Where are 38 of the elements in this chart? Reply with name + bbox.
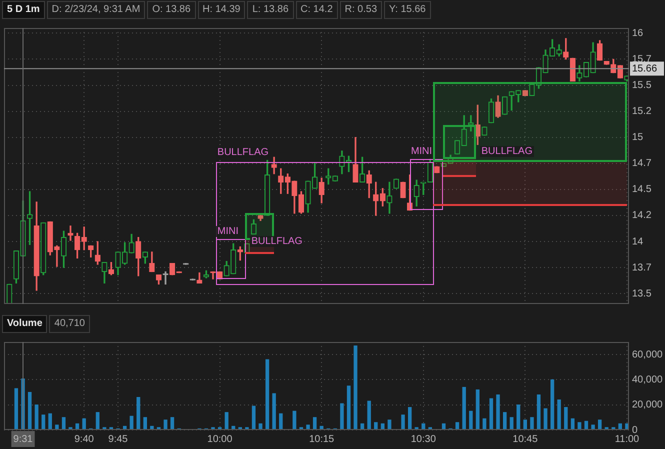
- y-tick-label: 40,000: [632, 374, 664, 386]
- x-tick-label: 9:40: [74, 434, 94, 445]
- text: H: 14.39: [198, 1, 246, 19]
- y-tick-label: 20,000: [632, 400, 664, 411]
- x-tick-label: 11:00: [614, 434, 640, 445]
- text: D: 2/23/24, 9:31 AM: [46, 1, 146, 19]
- y-tick-label: 15.2: [632, 106, 652, 118]
- text: 40,710: [49, 315, 90, 333]
- y-tick-label: 15: [632, 132, 644, 144]
- x-tick-label: 9:45: [108, 434, 128, 445]
- y-tick-label: 60,000: [632, 349, 664, 360]
- x-tick-label: 10:45: [512, 434, 538, 445]
- y-tick-label: 0: [632, 424, 638, 436]
- annotation: MINI: [216, 226, 240, 238]
- x-tick-label: 10:30: [410, 434, 436, 445]
- ref-line-label: 15.66: [632, 63, 658, 74]
- annotation: BULLFLAG: [480, 146, 534, 158]
- y-tick-label: 13.7: [632, 262, 652, 274]
- x-tick-label: 10:00: [207, 434, 233, 445]
- annotation: BULLFLAG: [250, 236, 304, 247]
- y-tick-label: 14: [632, 236, 644, 248]
- text: L: 13.86: [247, 1, 294, 19]
- y-tick-label: 15.5: [632, 80, 652, 92]
- text: C: 14.2: [296, 1, 338, 19]
- text: 5 D 1m: [2, 1, 45, 19]
- annotation: BULLFLAG: [216, 147, 270, 158]
- y-tick-label: 13.5: [632, 288, 652, 300]
- x-tick-label: 9:31: [13, 434, 34, 445]
- text: R: 0.53: [340, 1, 382, 19]
- y-tick-label: 14.2: [632, 210, 652, 222]
- y-tick-label: 14.7: [632, 158, 652, 170]
- text: Y: 15.66: [384, 1, 431, 19]
- y-tick-label: 14.5: [632, 184, 652, 196]
- chart-title: Volume: [2, 315, 48, 333]
- annotation: MINI: [410, 146, 434, 158]
- text: O: 13.86: [147, 1, 196, 19]
- y-tick-label: 16: [632, 28, 644, 39]
- x-tick-label: 10:15: [309, 434, 335, 445]
